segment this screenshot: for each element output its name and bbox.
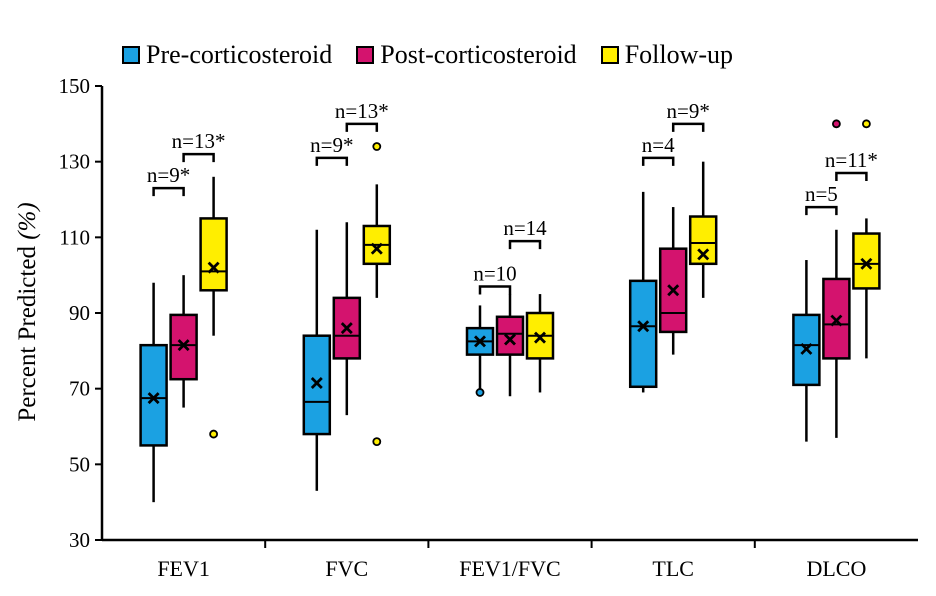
- mean-marker: [147, 392, 160, 405]
- bracket: [182, 152, 215, 163]
- annotation-label: n=11*: [825, 148, 878, 172]
- annotation-label: n=13*: [335, 99, 389, 123]
- legend-swatch-pre: [122, 46, 140, 64]
- bracket: [315, 156, 349, 166]
- mean-marker: [800, 342, 813, 355]
- box: [495, 315, 525, 356]
- bracket: [835, 171, 868, 182]
- x-tick-label: FEV1/FVC: [459, 556, 560, 581]
- outlier-point: [862, 119, 871, 129]
- box: [822, 277, 851, 360]
- legend-item-pre: Pre-corticosteroid: [122, 40, 332, 70]
- bracket: [671, 122, 705, 132]
- annotation-label: n=5: [805, 182, 838, 206]
- y-tick-label: 30: [69, 528, 90, 552]
- x-tick-label: FEV1: [157, 556, 210, 581]
- bracket: [152, 186, 185, 197]
- annotation-label: n=9*: [667, 99, 710, 123]
- bracket: [805, 205, 838, 216]
- annotation-label: n=13*: [172, 129, 226, 153]
- y-tick-label: 150: [59, 74, 91, 98]
- mean-marker: [637, 320, 650, 333]
- x-tick-label: FVC: [325, 556, 368, 581]
- outlier-point: [475, 388, 485, 397]
- mean-marker: [340, 322, 353, 335]
- outlier-point: [372, 437, 382, 447]
- mean-marker: [504, 333, 516, 346]
- mean-marker: [207, 261, 220, 274]
- box: [852, 232, 881, 290]
- y-tick-label: 70: [69, 377, 90, 401]
- legend-item-post: Post-corticosteroid: [356, 40, 577, 70]
- legend-label-pre: Pre-corticosteroid: [146, 40, 333, 69]
- legend-label-followup: Follow-up: [624, 40, 734, 69]
- bracket: [508, 239, 542, 250]
- mean-marker: [534, 331, 546, 344]
- legend-label-post: Post-corticosteroid: [380, 40, 577, 69]
- mean-marker: [474, 335, 486, 348]
- box: [139, 343, 168, 447]
- y-tick-label: 110: [59, 225, 90, 249]
- y-tick-label: 50: [69, 452, 90, 476]
- annotation-label: n=14: [503, 216, 547, 240]
- box: [688, 215, 718, 266]
- mean-marker: [697, 248, 710, 261]
- y-tick-label: 90: [69, 301, 90, 325]
- outlier-point: [832, 119, 841, 129]
- outlier-point: [372, 142, 382, 151]
- x-tick-label: TLC: [652, 556, 694, 581]
- annotation-label: n=9*: [147, 163, 190, 187]
- legend-item-followup: Follow-up: [600, 40, 734, 70]
- mean-marker: [667, 284, 680, 297]
- mean-marker: [370, 242, 383, 255]
- y-tick-label: 130: [59, 150, 91, 174]
- bracket: [641, 156, 675, 166]
- legend: Pre-corticosteroid Post-corticosteroid F…: [122, 40, 757, 70]
- mean-marker: [860, 257, 873, 270]
- annotation-label: n=9*: [310, 133, 353, 157]
- annotation-label: n=10: [473, 262, 516, 286]
- box: [628, 279, 658, 389]
- mean-marker: [177, 339, 190, 352]
- annotation-label: n=4: [642, 133, 675, 157]
- legend-swatch-post: [356, 46, 375, 64]
- box: [199, 217, 228, 292]
- outlier-point: [209, 429, 219, 439]
- bracket: [345, 122, 379, 132]
- mean-marker: [310, 377, 323, 389]
- bracket: [478, 285, 512, 295]
- x-tick-label: DLCO: [806, 556, 866, 581]
- legend-swatch-followup: [600, 46, 619, 64]
- mean-marker: [830, 314, 843, 327]
